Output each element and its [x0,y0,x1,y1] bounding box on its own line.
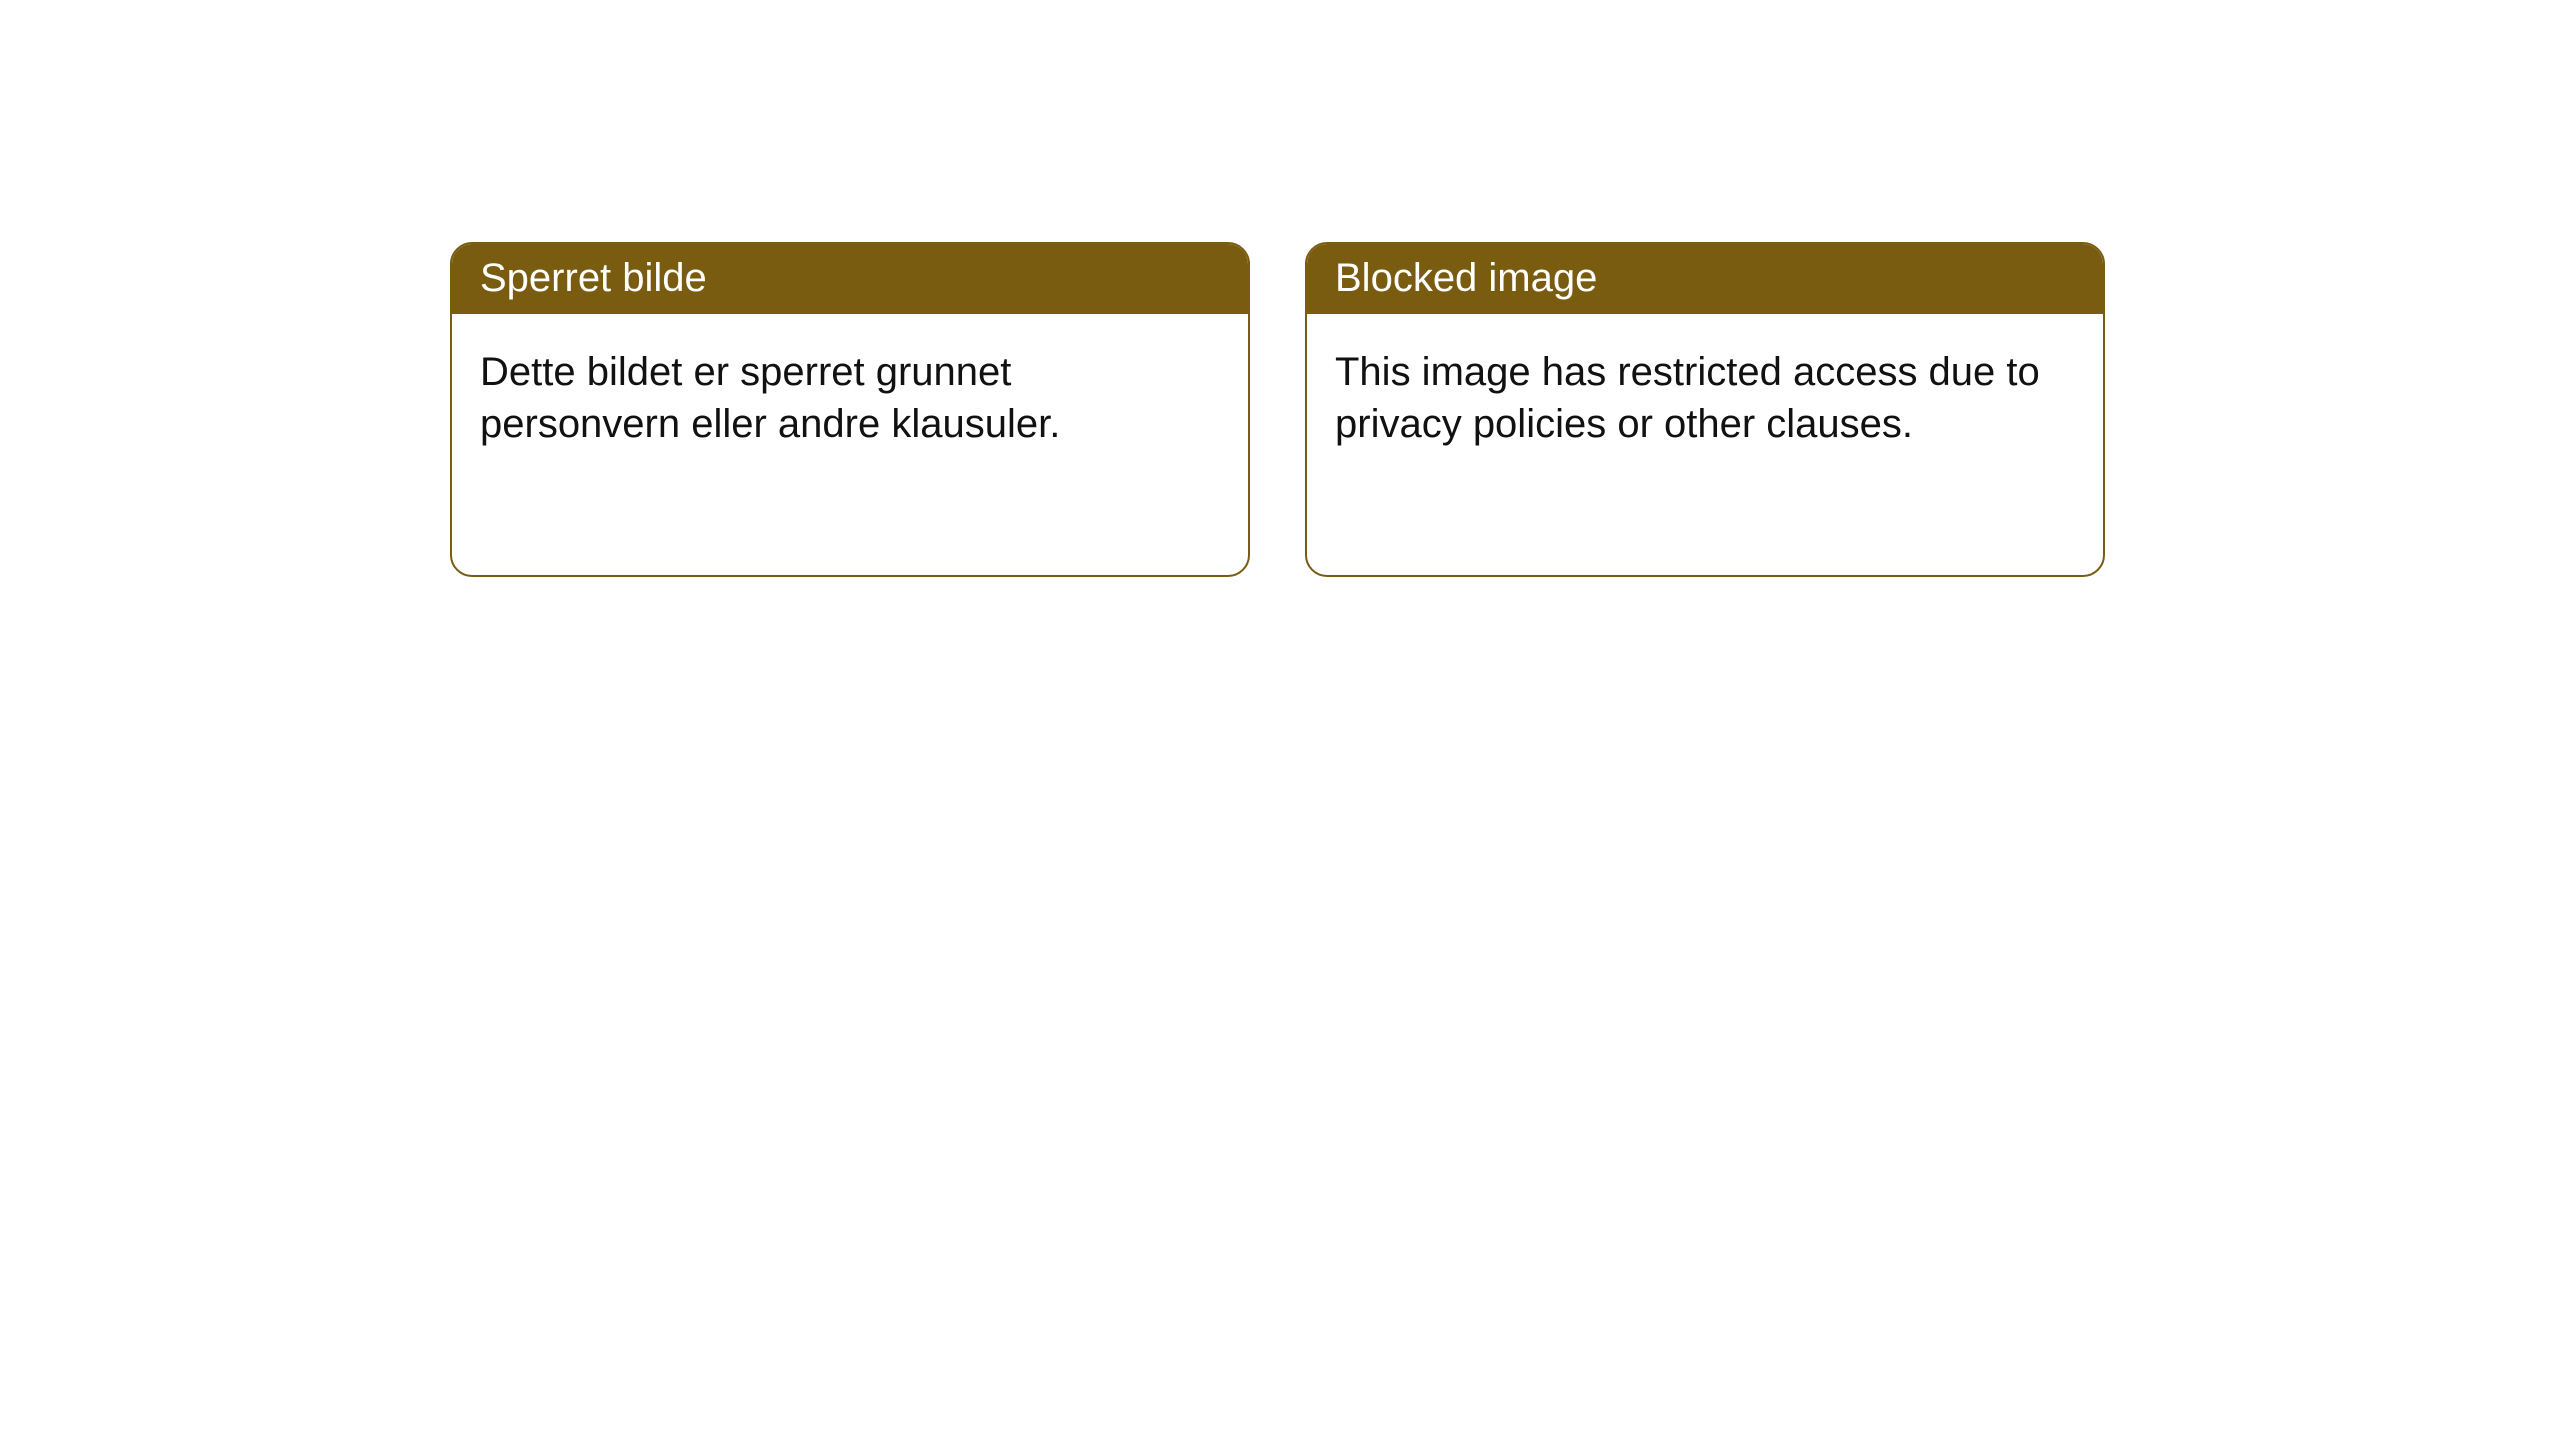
notice-title-left: Sperret bilde [452,244,1248,314]
notice-body-right: This image has restricted access due to … [1307,314,2103,482]
notice-card-right: Blocked image This image has restricted … [1305,242,2105,577]
notice-title-right: Blocked image [1307,244,2103,314]
notice-container: Sperret bilde Dette bildet er sperret gr… [0,0,2560,577]
notice-body-left: Dette bildet er sperret grunnet personve… [452,314,1248,482]
notice-card-left: Sperret bilde Dette bildet er sperret gr… [450,242,1250,577]
